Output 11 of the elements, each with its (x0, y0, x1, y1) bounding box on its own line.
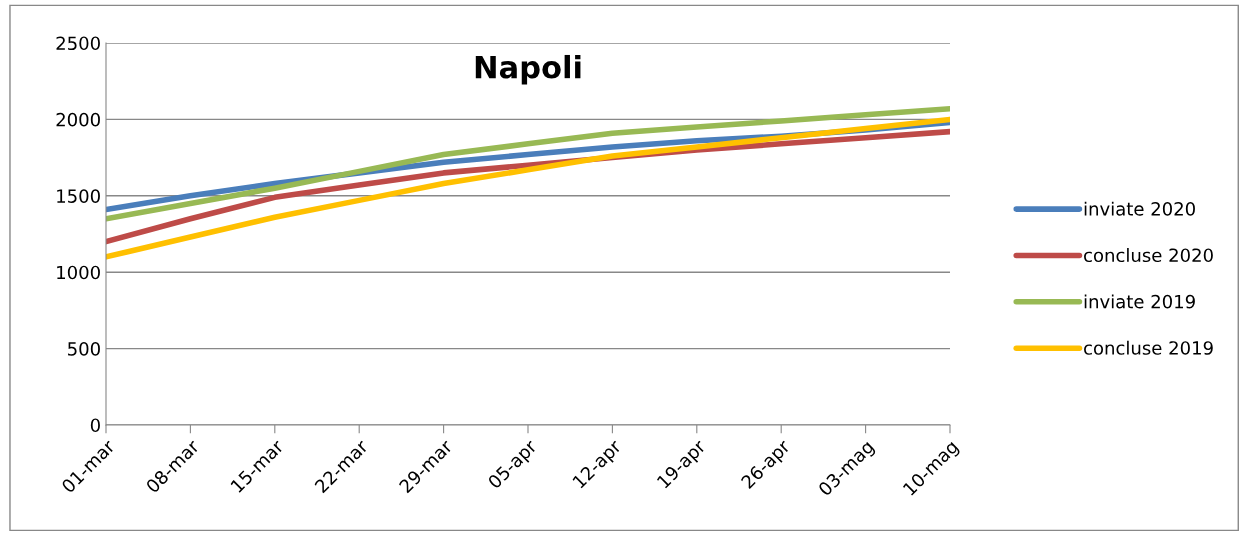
y-tick-label: 0 (90, 418, 100, 433)
legend-label: concluse 2020 (1084, 248, 1213, 263)
y-tick-label: 1000 (57, 265, 100, 280)
y-tick-label: 1500 (57, 189, 100, 203)
legend-label: inviate 2019 (1084, 294, 1195, 309)
y-tick-label: 2500 (56, 36, 100, 51)
legend-label: inviate 2020 (1084, 201, 1195, 216)
y-tick-label: 500 (68, 342, 100, 356)
y-tick-label: 2000 (56, 112, 100, 127)
chart-title: Napoli (475, 54, 581, 85)
legend-label: concluse 2019 (1084, 340, 1213, 355)
